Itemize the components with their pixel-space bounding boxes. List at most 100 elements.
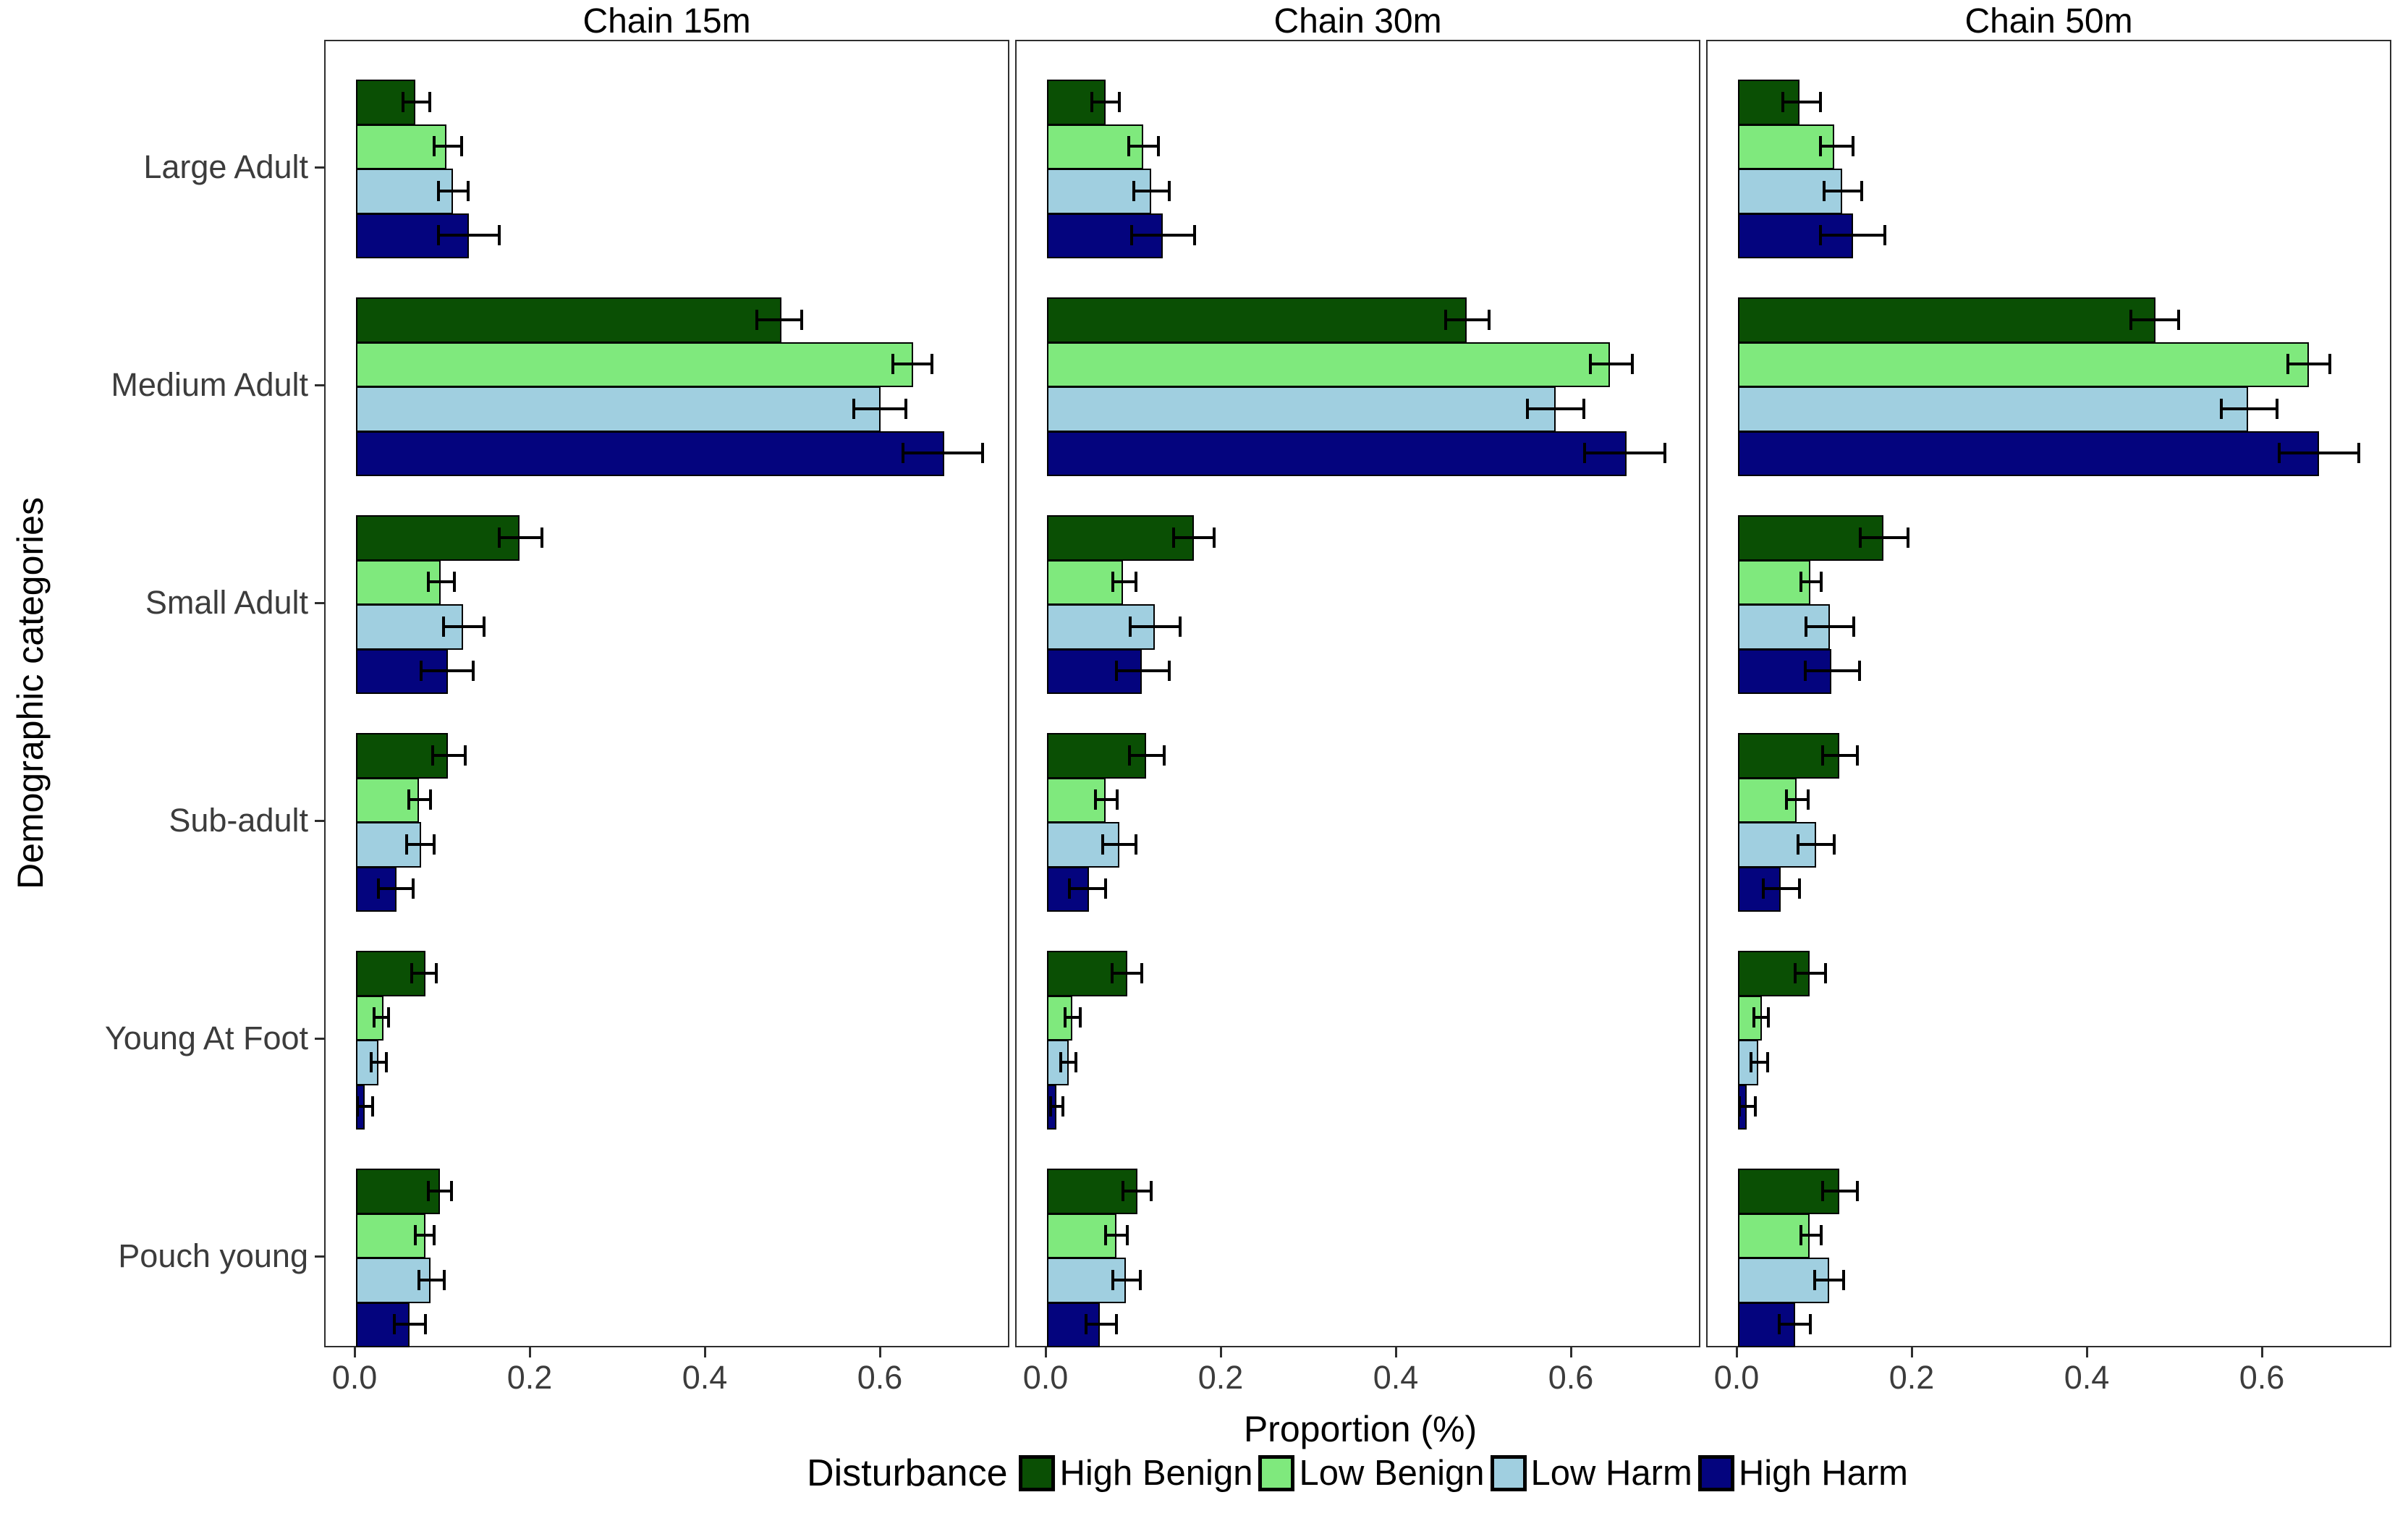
x-tick-label: 0.0 [1713, 1359, 1760, 1396]
error-bar-cap [1797, 834, 1800, 855]
x-tick-label: 0.0 [331, 1359, 378, 1396]
error-bar-cap [1631, 354, 1635, 375]
error-bar [374, 1016, 389, 1020]
error-bar-cap [411, 878, 415, 899]
error-bar [438, 234, 500, 237]
error-bar [1069, 887, 1106, 891]
legend-swatch-high-benign [1019, 1455, 1056, 1491]
error-bar-cap [1777, 1314, 1781, 1335]
error-bar-cap [1139, 1269, 1142, 1290]
error-bar [408, 798, 431, 802]
error-bar-cap [1172, 527, 1176, 548]
error-bar-cap [1859, 527, 1862, 548]
error-bar-cap [1797, 878, 1801, 899]
error-bar [1798, 842, 1835, 846]
error-bar-cap [428, 789, 432, 810]
bar-high-benign-pouch-young [356, 1169, 441, 1214]
error-bar-cap [385, 1051, 389, 1072]
error-bar-cap [1663, 443, 1667, 464]
legend-swatch-low-harm [1490, 1455, 1527, 1491]
error-bar [1065, 1016, 1080, 1020]
error-bar [1112, 580, 1137, 584]
bar-low-benign-medium-adult [1738, 342, 2309, 387]
x-axis-tick [1735, 1347, 1738, 1357]
error-bar-cap [1804, 661, 1807, 682]
error-bar [1823, 1189, 1857, 1192]
error-bar [1820, 234, 1886, 237]
error-bar-cap [1762, 878, 1765, 899]
error-bar [1103, 842, 1137, 846]
error-bar [370, 1060, 387, 1064]
error-bar-cap [377, 878, 381, 899]
error-bar-cap [2176, 309, 2180, 330]
category-axis-tick [315, 166, 324, 169]
error-bar [378, 887, 413, 891]
facet-title-chain-15m: Chain 15m [582, 2, 751, 41]
error-bar-cap [1213, 527, 1216, 548]
error-bar [412, 971, 437, 975]
error-bar-cap [1135, 834, 1138, 855]
error-bar-cap [1883, 225, 1887, 246]
error-bar [357, 1105, 373, 1109]
error-bar [2221, 407, 2278, 410]
error-bar [1815, 1278, 1844, 1281]
x-tick-label: 0.2 [1197, 1359, 1244, 1396]
error-bar-cap [498, 527, 501, 548]
error-bar [854, 407, 906, 410]
bar-high-benign-small-adult [356, 515, 520, 561]
error-bar-cap [1168, 180, 1171, 201]
error-bar-cap [540, 527, 543, 548]
error-bar [1050, 1105, 1063, 1109]
error-bar [2278, 452, 2359, 455]
x-axis-tick [2260, 1347, 2263, 1357]
x-tick-label: 0.6 [857, 1359, 903, 1396]
error-bar-cap [1085, 1314, 1088, 1335]
error-bar-cap [1750, 1051, 1753, 1072]
x-axis-title: Proportion (%) [1243, 1409, 1478, 1449]
bar-high-harm-medium-adult [356, 431, 945, 476]
bar-high-benign-small-adult [1047, 515, 1195, 561]
x-tick-label: 0.0 [1022, 1359, 1069, 1396]
error-bar [1782, 100, 1820, 103]
error-bar [1445, 318, 1490, 321]
bar-high-harm-medium-adult [1047, 431, 1627, 476]
error-bar-cap [431, 745, 435, 766]
error-bar-cap [1114, 661, 1118, 682]
error-bar [1111, 971, 1142, 975]
error-bar [1794, 971, 1826, 975]
category-label-small-adult: Small Adult [145, 584, 308, 621]
error-bar-cap [1115, 789, 1119, 810]
error-bar [1132, 234, 1195, 237]
error-bar-cap [2328, 354, 2331, 375]
bar-low-harm-medium-adult [1047, 386, 1556, 432]
error-bar [1753, 1016, 1769, 1020]
error-bar-cap [1842, 1269, 1846, 1290]
error-bar [1091, 100, 1120, 103]
error-bar-cap [442, 616, 445, 637]
error-bar [407, 842, 434, 846]
category-label-large-adult: Large Adult [143, 148, 308, 185]
facet-panel-chain-50m [1706, 40, 2391, 1347]
error-bar [428, 1189, 452, 1192]
error-bar-cap [373, 1007, 376, 1028]
error-bar-cap [1799, 1225, 1803, 1246]
error-bar-cap [1093, 789, 1097, 810]
error-bar-cap [414, 1225, 417, 1246]
x-tick-label: 0.6 [1548, 1359, 1594, 1396]
error-bar [903, 452, 983, 455]
error-bar [1823, 189, 1862, 192]
error-bar-cap [1589, 354, 1593, 375]
error-bar-cap [1104, 878, 1108, 899]
error-bar-cap [1582, 398, 1585, 419]
x-axis-tick [878, 1347, 881, 1357]
error-bar-cap [1127, 136, 1130, 157]
error-bar-cap [1064, 1007, 1067, 1028]
error-bar-cap [1443, 309, 1447, 330]
error-bar-cap [1048, 1096, 1052, 1117]
x-tick-label: 0.4 [1373, 1359, 1419, 1396]
error-bar-cap [755, 309, 759, 330]
error-bar-cap [1193, 225, 1197, 246]
error-bar-cap [1821, 745, 1825, 766]
x-axis-tick [2085, 1347, 2088, 1357]
